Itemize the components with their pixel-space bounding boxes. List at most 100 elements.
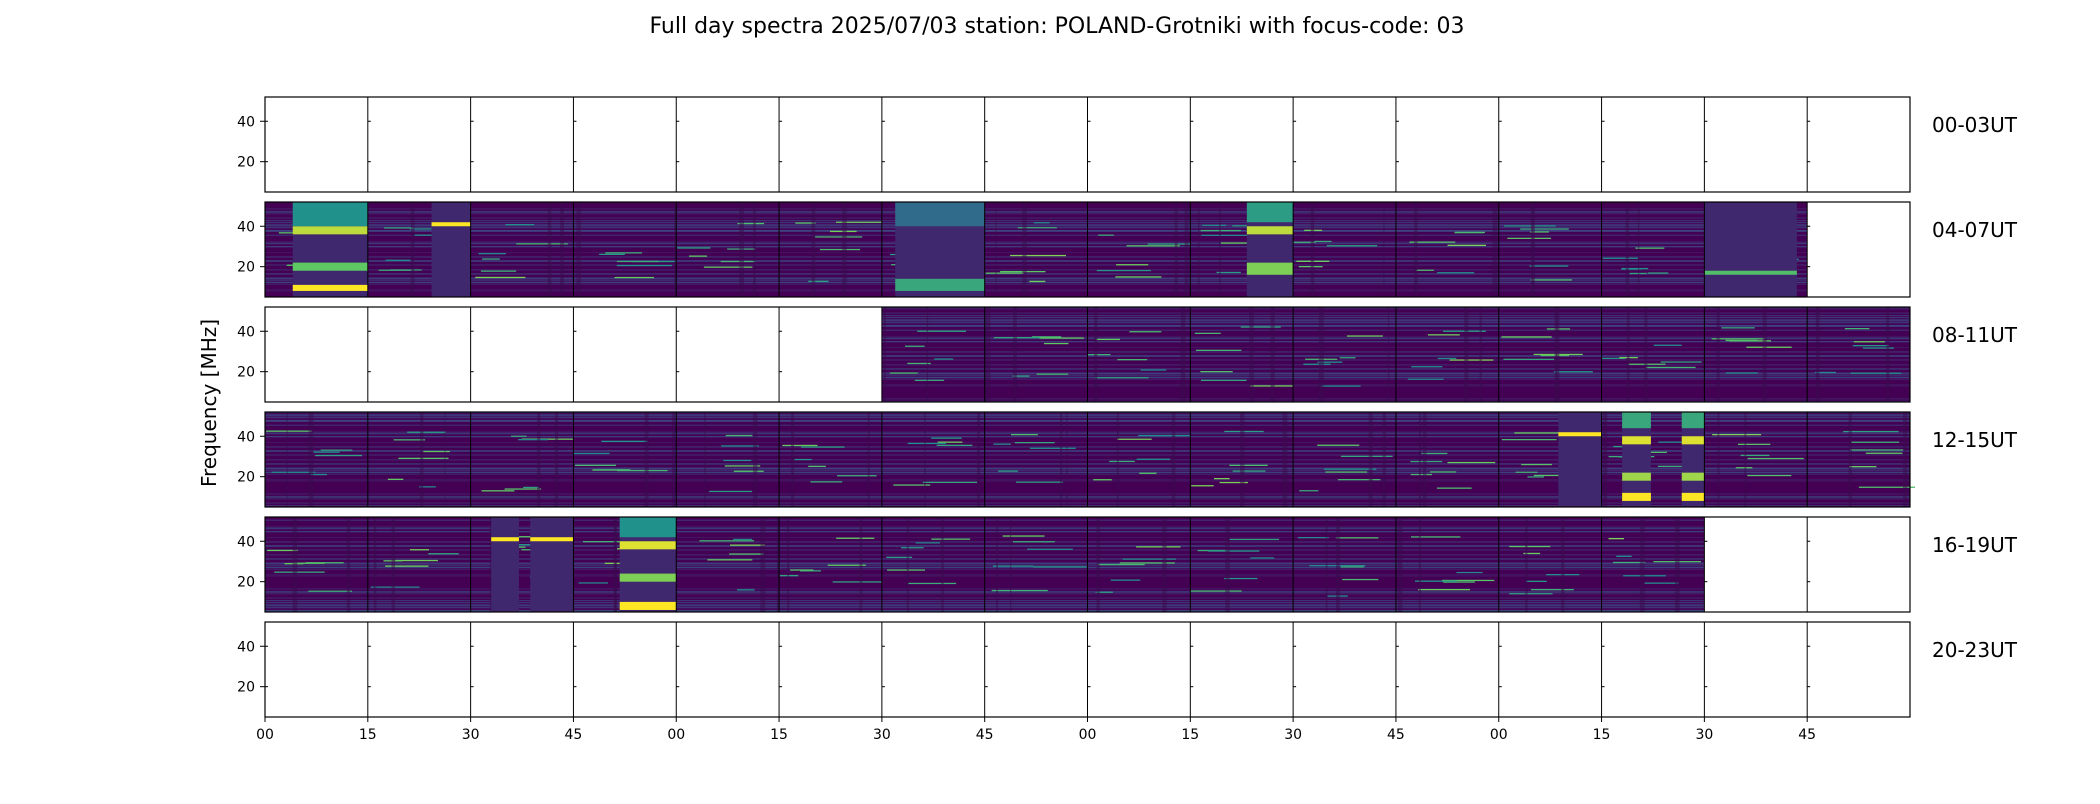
spectra-panel	[470, 202, 574, 297]
spectra-panel	[1601, 97, 1705, 192]
interference-line	[1195, 349, 1242, 351]
time-dropout	[1010, 517, 1012, 612]
interference-line	[1216, 271, 1241, 274]
interference-line	[1644, 451, 1667, 453]
interference-line	[1303, 363, 1331, 365]
interference-line	[1418, 589, 1470, 591]
interference-line	[1088, 354, 1111, 356]
interference-line	[578, 582, 608, 584]
interference-line	[1140, 369, 1167, 371]
spectrogram-cell	[1395, 307, 1499, 402]
x-tick-label: 15	[359, 727, 377, 743]
spectra-panel	[265, 307, 368, 402]
time-dropout	[1171, 412, 1176, 507]
spectra-panel	[1601, 307, 1705, 402]
spectra-panel	[881, 517, 985, 612]
burst-background	[1681, 412, 1705, 507]
interference-line	[1136, 546, 1181, 548]
empty-panel	[265, 307, 368, 402]
interference-line	[1346, 335, 1383, 337]
time-dropout	[1022, 202, 1027, 297]
row-frame	[264, 411, 1911, 508]
interference-line	[709, 490, 753, 493]
interference-line	[836, 537, 875, 539]
empty-panel	[1704, 622, 1808, 717]
interference-line	[1139, 472, 1157, 474]
interference-line	[1851, 441, 1900, 443]
spectra-panel	[779, 202, 892, 297]
interference-line	[733, 470, 764, 472]
spectra-row-08-11UT: 20 40 08-11UT	[237, 306, 2018, 403]
time-dropout	[1383, 202, 1385, 297]
time-dropout	[924, 412, 926, 507]
x-tick-label: 00	[1490, 727, 1508, 743]
interference-line	[1033, 566, 1087, 568]
burst-band	[1704, 270, 1797, 275]
spectra-panel	[1087, 97, 1191, 192]
time-dropout	[1162, 517, 1167, 612]
spectrogram-cell	[1498, 517, 1602, 612]
spectrogram-cell	[265, 517, 368, 612]
interference-line	[1011, 434, 1038, 436]
interference-line	[810, 481, 843, 483]
x-tick-label: 00	[667, 727, 685, 743]
time-dropout	[995, 202, 997, 297]
interference-line	[398, 457, 449, 459]
interference-line	[1657, 465, 1687, 467]
interference-line	[1116, 264, 1149, 266]
interference-line	[1454, 231, 1485, 233]
spectra-panel	[676, 97, 780, 192]
spectra-panel	[1293, 202, 1396, 297]
empty-panel	[1190, 622, 1294, 717]
burst-background	[1558, 412, 1602, 507]
empty-panel	[470, 97, 574, 192]
interference-line	[1443, 581, 1475, 583]
spectra-panel	[984, 622, 1088, 717]
interference-line	[384, 227, 414, 229]
x-tick-label: 15	[1181, 727, 1199, 743]
interference-line	[1747, 457, 1804, 460]
time-dropout	[1282, 412, 1288, 507]
interference-line	[794, 458, 812, 461]
interference-line	[1436, 487, 1472, 489]
burst-background	[1704, 202, 1797, 297]
time-dropout	[842, 202, 847, 297]
interference-line	[1010, 254, 1066, 257]
time-dropout	[373, 517, 377, 612]
interference-line	[814, 236, 863, 238]
interference-line	[395, 559, 438, 562]
spectra-panel	[470, 97, 574, 192]
empty-panel	[1601, 622, 1705, 717]
spectra-panel	[1498, 517, 1602, 612]
interference-line	[423, 450, 450, 453]
interference-line	[617, 469, 668, 472]
interference-line	[1509, 545, 1551, 548]
interference-line	[1015, 481, 1063, 483]
interference-line	[1504, 225, 1556, 227]
time-dropout	[1626, 307, 1630, 402]
interference-line	[1858, 486, 1915, 488]
time-dropout	[753, 202, 756, 297]
interference-line	[1712, 434, 1762, 436]
time-dropout	[1530, 202, 1534, 297]
spectrogram-cell	[881, 412, 985, 507]
interference-line	[1317, 361, 1343, 363]
empty-panel	[1601, 97, 1705, 192]
interference-line	[907, 442, 946, 445]
spectrogram-cell	[676, 412, 780, 507]
interference-line	[504, 488, 542, 490]
burst-band	[619, 517, 677, 538]
interference-line	[1746, 346, 1792, 348]
interference-line	[523, 486, 539, 489]
spectra-panel	[1293, 622, 1396, 717]
spectra-panel	[367, 307, 471, 402]
empty-panel	[1395, 97, 1499, 192]
spectra-panel	[984, 307, 1088, 402]
time-dropout	[1848, 412, 1852, 507]
time-dropout	[811, 202, 816, 297]
time-dropout	[1717, 412, 1720, 507]
interference-line	[915, 542, 940, 544]
interference-line	[1416, 269, 1434, 271]
spectra-panel	[1395, 202, 1499, 297]
x-tick-label: 45	[976, 727, 994, 743]
